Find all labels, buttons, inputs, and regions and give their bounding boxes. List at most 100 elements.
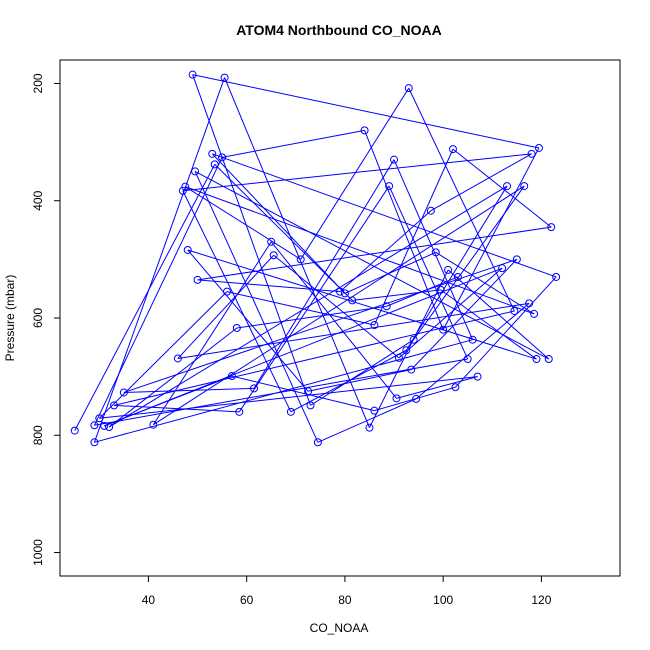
data-point xyxy=(208,149,217,158)
series-line-segment xyxy=(182,190,292,413)
data-point xyxy=(503,182,512,191)
series-line-segment xyxy=(396,376,478,399)
series-line-segment xyxy=(187,249,309,392)
data-point xyxy=(448,145,457,154)
y-tick-label: 600 xyxy=(31,308,45,328)
series-line-segment xyxy=(184,186,301,260)
data-point xyxy=(382,302,391,311)
series-line-segment xyxy=(430,153,532,212)
series-line-segment xyxy=(317,398,417,443)
series-line-segment xyxy=(113,310,515,406)
data-point xyxy=(173,354,182,363)
series-line-segment xyxy=(123,258,518,393)
data-point xyxy=(181,182,190,191)
series-line-segment xyxy=(182,153,532,192)
series-line-segment xyxy=(99,376,478,419)
data-point xyxy=(552,272,561,281)
series-line-segment xyxy=(177,254,275,359)
data-point xyxy=(468,335,477,344)
series-line-segment xyxy=(236,305,387,329)
x-tick-label: 60 xyxy=(240,593,254,607)
data-point xyxy=(304,387,313,396)
data-point xyxy=(183,245,192,254)
series-line-segment xyxy=(211,153,346,294)
series-line-segment xyxy=(93,157,223,426)
data-point xyxy=(193,275,202,284)
data-point xyxy=(149,420,158,429)
data-point xyxy=(227,372,236,381)
series-line-segment xyxy=(222,129,365,158)
series-line-segment xyxy=(94,339,473,443)
data-point xyxy=(512,255,521,264)
data-point xyxy=(525,299,534,308)
y-axis-label: Pressure (mbar) xyxy=(3,275,17,362)
data-point xyxy=(453,272,462,281)
data-point xyxy=(473,372,482,381)
x-tick-label: 120 xyxy=(531,593,551,607)
series-line-segment xyxy=(238,185,390,413)
y-tick-label: 1000 xyxy=(31,539,45,566)
data-point xyxy=(439,325,448,334)
x-tick-label: 80 xyxy=(338,593,352,607)
y-tick-label: 400 xyxy=(31,190,45,210)
series-line-segment xyxy=(440,289,537,360)
data-point xyxy=(407,365,416,374)
data-point xyxy=(534,143,543,152)
data-point xyxy=(223,287,232,296)
y-tick-label: 200 xyxy=(31,73,45,93)
data-point xyxy=(235,407,244,416)
series-line-segment xyxy=(307,369,412,392)
data-point xyxy=(370,406,379,415)
data-point xyxy=(336,287,344,296)
data-point xyxy=(530,309,539,318)
data-point xyxy=(498,264,507,273)
series-line-segment xyxy=(442,147,540,330)
series-line-segment xyxy=(194,171,319,443)
series-line-segment xyxy=(153,185,525,426)
series-line-segment xyxy=(253,159,395,389)
series-line-segment xyxy=(98,291,228,419)
series-line-segment xyxy=(386,276,459,307)
chart-title: ATOM4 Northbound CO_NOAA xyxy=(236,22,442,38)
data-point xyxy=(178,186,187,195)
data-point xyxy=(544,355,553,364)
data-point xyxy=(436,285,445,294)
data-point xyxy=(412,394,421,403)
series-line-segment xyxy=(192,74,540,149)
data-point xyxy=(70,426,79,435)
data-point xyxy=(218,153,227,162)
data-point xyxy=(547,223,556,232)
data-point xyxy=(296,255,305,264)
series-line-segment xyxy=(415,302,530,400)
series-line-segment xyxy=(185,186,535,315)
data-point xyxy=(119,388,128,397)
series-line-segment xyxy=(452,148,552,228)
series-line-segment xyxy=(226,291,375,326)
data-point xyxy=(306,401,315,410)
series-line-segment xyxy=(123,387,255,393)
series-line-segment xyxy=(93,77,226,443)
plot-frame xyxy=(59,59,621,577)
data-point xyxy=(394,353,403,362)
series-line-segment xyxy=(310,339,414,406)
data-point xyxy=(232,323,241,332)
x-tick-label: 100 xyxy=(433,593,453,607)
series-line-segment xyxy=(192,74,312,406)
data-point xyxy=(90,421,99,430)
data-point xyxy=(390,155,399,164)
series-line-segment xyxy=(388,185,469,360)
axes: 40 60 80 100 120 200 400 600 800 1000 xyxy=(31,73,552,607)
data-point xyxy=(250,384,259,393)
data-point xyxy=(105,423,114,432)
series-points xyxy=(70,70,561,447)
data-point xyxy=(110,401,119,410)
series-line-segment xyxy=(435,251,535,315)
series-line-segment xyxy=(408,87,515,312)
series-line-segment xyxy=(300,87,410,260)
series-lines xyxy=(74,74,557,443)
data-point xyxy=(370,321,379,330)
data-point xyxy=(313,438,322,447)
data-point xyxy=(431,248,440,257)
data-point xyxy=(269,251,278,260)
